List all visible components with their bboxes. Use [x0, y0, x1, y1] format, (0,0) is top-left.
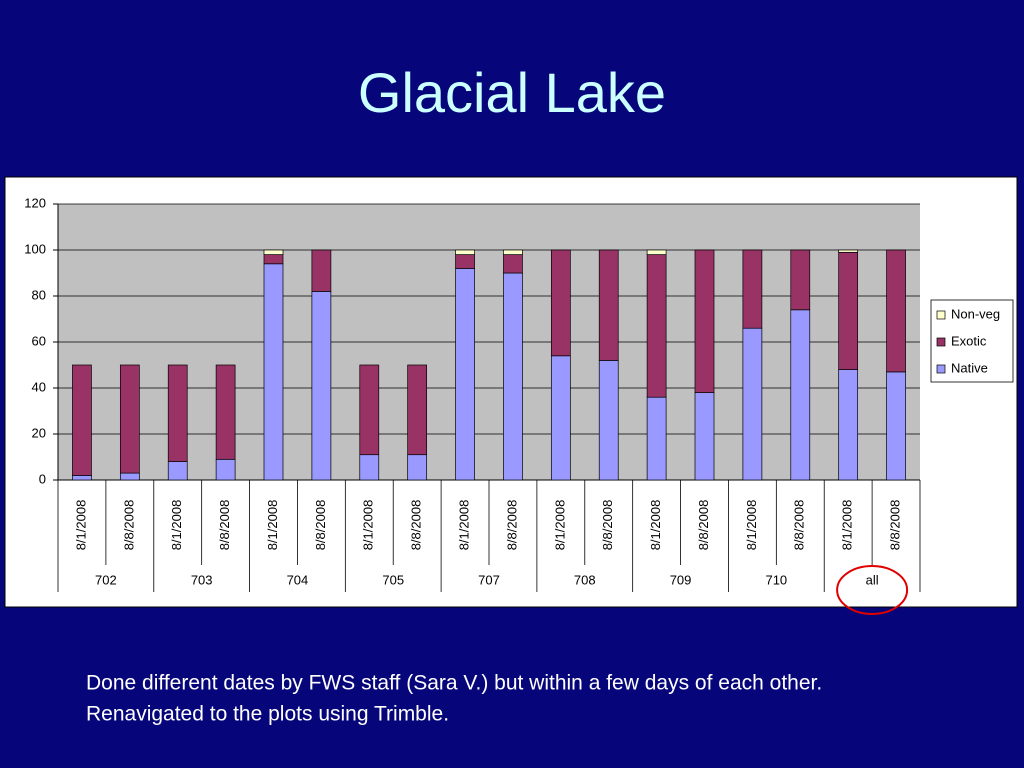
group-label: all — [866, 572, 879, 587]
bar-segment — [215, 458, 236, 481]
bar-segment — [503, 272, 523, 481]
x-tick-label: 8/1/2008 — [73, 500, 88, 551]
bar-segment — [359, 364, 380, 456]
y-tick-label: 100 — [24, 241, 46, 256]
legend-swatch — [936, 310, 946, 320]
group-label: 707 — [478, 572, 500, 587]
bar-segment — [646, 254, 667, 398]
x-tick-label: 8/1/2008 — [648, 500, 663, 551]
bar-segment — [407, 364, 428, 456]
bar-segment — [263, 254, 284, 265]
legend-label: Non-veg — [951, 306, 1000, 321]
bar-segment — [646, 396, 667, 481]
chart-title: Glacial Lake — [358, 61, 666, 124]
bar-segment — [72, 364, 92, 476]
x-tick-label: 8/8/2008 — [887, 500, 902, 551]
bar-segment — [694, 249, 715, 393]
bar-segment — [407, 454, 428, 481]
bar-segment — [311, 291, 332, 481]
legend-swatch — [936, 364, 946, 374]
x-tick-label: 8/1/2008 — [169, 500, 184, 551]
bar-segment — [167, 364, 188, 462]
bar-segment — [742, 327, 763, 481]
bar-segment — [311, 249, 332, 292]
x-tick-label: 8/8/2008 — [313, 500, 328, 551]
x-tick-label: 8/1/2008 — [456, 500, 471, 551]
y-tick-label: 120 — [24, 195, 46, 210]
note: Done different dates by FWS staff (Sara … — [86, 672, 822, 695]
legend-label: Native — [951, 360, 988, 375]
bar-segment — [838, 251, 859, 370]
x-tick-label: 8/8/2008 — [121, 500, 136, 551]
note: Renavigated to the plots using Trimble. — [86, 703, 449, 726]
bar-segment — [886, 371, 906, 481]
y-tick-label: 20 — [32, 425, 46, 440]
legend-swatch — [936, 337, 946, 347]
bar-segment — [455, 254, 475, 269]
x-tick-label: 8/1/2008 — [265, 500, 280, 551]
x-tick-label: 8/1/2008 — [840, 500, 855, 551]
x-tick-label: 8/8/2008 — [409, 500, 424, 551]
group-label: 705 — [382, 572, 404, 587]
y-tick-label: 40 — [32, 379, 46, 394]
y-tick-label: 60 — [32, 333, 46, 348]
x-tick-label: 8/8/2008 — [504, 500, 519, 551]
group-label: 708 — [574, 572, 596, 587]
bar-segment — [503, 249, 523, 255]
bar-segment — [167, 461, 188, 481]
bar-segment — [215, 364, 236, 460]
x-tick-label: 8/1/2008 — [552, 500, 567, 551]
bar-segment — [742, 249, 763, 329]
group-label: 710 — [765, 572, 787, 587]
group-label: 703 — [191, 572, 213, 587]
bar-segment — [263, 249, 284, 255]
bar-segment — [550, 355, 571, 481]
bar-segment — [838, 249, 859, 253]
y-tick-label: 0 — [39, 471, 46, 486]
bar-segment — [694, 392, 715, 481]
bar-segment — [455, 268, 475, 481]
x-tick-label: 8/8/2008 — [217, 500, 232, 551]
highlight-circle — [836, 565, 909, 615]
x-tick-label: 8/1/2008 — [744, 500, 759, 551]
x-tick-label: 8/1/2008 — [361, 500, 376, 551]
x-tick-label: 8/8/2008 — [792, 500, 807, 551]
group-label: 702 — [95, 572, 117, 587]
y-tick-label: 80 — [32, 287, 46, 302]
bar-segment — [72, 475, 92, 481]
bar-segment — [263, 263, 284, 481]
bar-segment — [119, 364, 140, 474]
bar-segment — [359, 454, 380, 481]
x-tick-label: 8/8/2008 — [696, 500, 711, 551]
group-label: 704 — [287, 572, 309, 587]
bar-segment — [119, 472, 140, 481]
bar-segment — [455, 249, 475, 255]
bar-segment — [598, 249, 619, 361]
bar-segment — [598, 360, 619, 481]
x-tick-label: 8/8/2008 — [600, 500, 615, 551]
group-label: 709 — [670, 572, 692, 587]
bar-segment — [790, 309, 811, 481]
bar-segment — [550, 249, 571, 357]
bar-segment — [503, 254, 523, 274]
bar-segment — [646, 249, 667, 255]
bar-segment — [886, 249, 906, 373]
bar-segment — [838, 369, 859, 481]
legend-label: Exotic — [951, 333, 987, 348]
bar-segment — [790, 249, 811, 311]
